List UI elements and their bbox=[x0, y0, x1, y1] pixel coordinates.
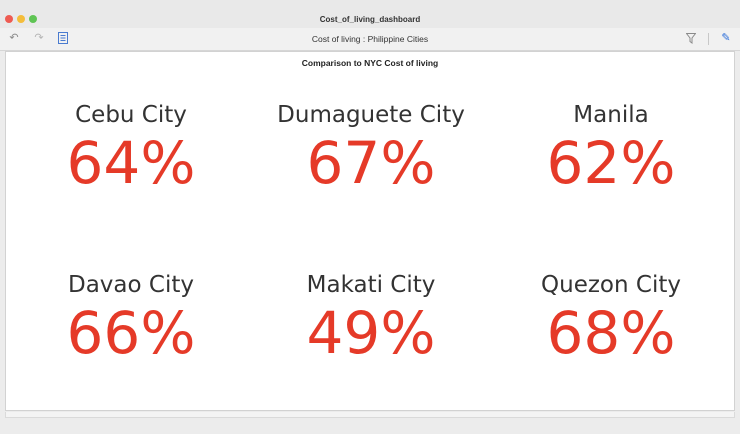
filter-icon[interactable] bbox=[684, 31, 698, 45]
window-title: Cost_of_living_dashboard bbox=[319, 15, 421, 24]
toolbar: ↶ ↷ Cost of living : Philippine Cities ✎ bbox=[0, 28, 740, 51]
cost-percentage: 64% bbox=[66, 129, 196, 197]
city-tile: Makati City 49% bbox=[251, 272, 491, 362]
city-tile: Quezon City 68% bbox=[491, 272, 731, 362]
cost-percentage: 66% bbox=[66, 299, 196, 367]
city-name: Makati City bbox=[306, 272, 436, 298]
cost-percentage: 62% bbox=[546, 129, 676, 197]
city-name: Dumaguete City bbox=[277, 102, 465, 128]
view-title: Cost of living : Philippine Cities bbox=[311, 34, 429, 44]
city-tile: Davao City 66% bbox=[11, 272, 251, 362]
title-bar: Cost_of_living_dashboard bbox=[0, 0, 740, 28]
canvas-footer bbox=[5, 412, 735, 418]
city-tile: Dumaguete City 67% bbox=[251, 102, 491, 192]
zoom-window-button[interactable] bbox=[29, 15, 37, 23]
dashboard-canvas: Comparison to NYC Cost of living Cebu Ci… bbox=[5, 51, 735, 411]
toolbar-separator bbox=[708, 33, 709, 45]
city-name: Quezon City bbox=[541, 272, 681, 298]
minimize-window-button[interactable] bbox=[17, 15, 25, 23]
redo-icon[interactable]: ↷ bbox=[34, 31, 44, 44]
city-name: Davao City bbox=[68, 272, 194, 298]
cost-percentage: 49% bbox=[306, 299, 436, 367]
document-icon[interactable] bbox=[56, 31, 70, 45]
undo-icon[interactable]: ↶ bbox=[9, 31, 19, 44]
city-tile: Manila 62% bbox=[491, 102, 731, 192]
close-window-button[interactable] bbox=[5, 15, 13, 23]
city-name: Cebu City bbox=[75, 102, 187, 128]
city-name: Manila bbox=[573, 102, 649, 128]
cost-percentage: 67% bbox=[306, 129, 436, 197]
cost-percentage: 68% bbox=[546, 299, 676, 367]
pencil-icon[interactable]: ✎ bbox=[721, 31, 731, 44]
dashboard-subtitle: Comparison to NYC Cost of living bbox=[301, 58, 439, 68]
city-tile: Cebu City 64% bbox=[11, 102, 251, 192]
